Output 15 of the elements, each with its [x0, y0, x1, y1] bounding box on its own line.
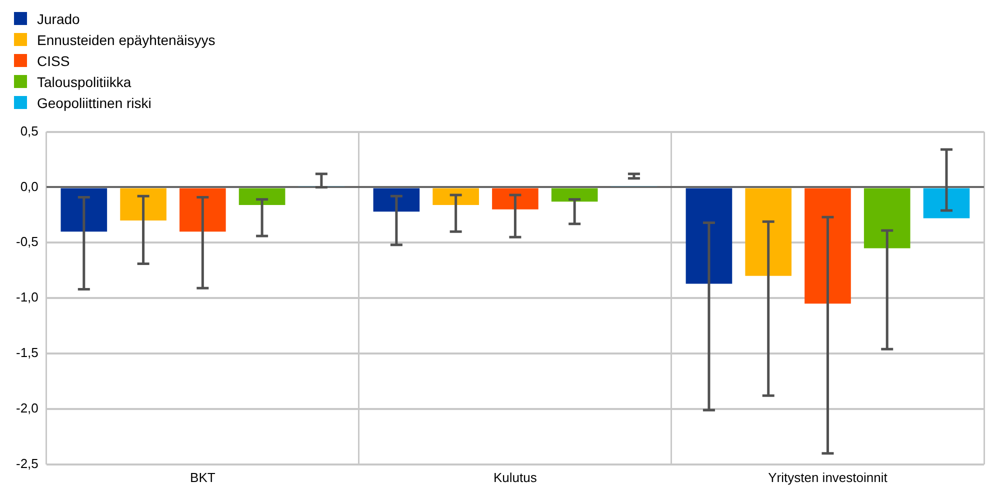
y-tick-label: -1,0	[16, 290, 38, 305]
y-tick-label: -0,5	[16, 234, 38, 250]
legend-label: CISS	[37, 52, 70, 68]
y-tick-label: -2,5	[16, 456, 38, 471]
y-tick-label: -1,5	[16, 345, 38, 360]
legend-label: Ennusteiden epäyhtenäisyys	[37, 32, 216, 48]
y-tick-label: 0,5	[20, 123, 38, 138]
legend-label: Talouspolitiikka	[37, 74, 132, 90]
x-tick-label: BKT	[190, 470, 216, 485]
legend-label: Geopoliittinen riski	[37, 94, 152, 110]
y-tick-label: -2,0	[16, 400, 38, 416]
legend-label: Jurado	[37, 10, 80, 26]
x-tick-label: Kulutus	[494, 470, 538, 485]
x-tick-label: Yritysten investoinnit	[768, 470, 888, 485]
y-tick-label: 0,0	[20, 178, 38, 194]
